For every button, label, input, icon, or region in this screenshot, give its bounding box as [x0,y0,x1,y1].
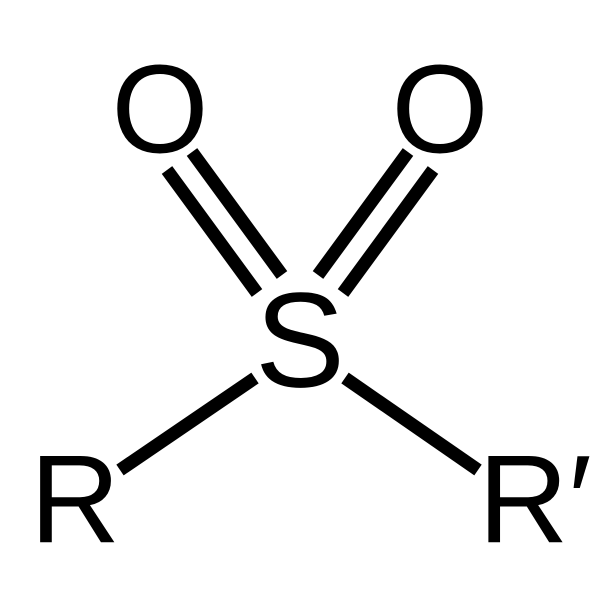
atom-r-left: R [30,438,120,563]
bond-sulfur-r_left [120,378,255,470]
atom-sulfur: S [255,273,345,408]
atom-oxygen-left: O [111,48,208,173]
atom-r-right: R′ [478,438,592,563]
bond-sulfur-r_right [345,378,478,470]
chemical-structure-diagram: S O O R R′ [0,0,600,600]
atom-oxygen-right: O [391,48,488,173]
